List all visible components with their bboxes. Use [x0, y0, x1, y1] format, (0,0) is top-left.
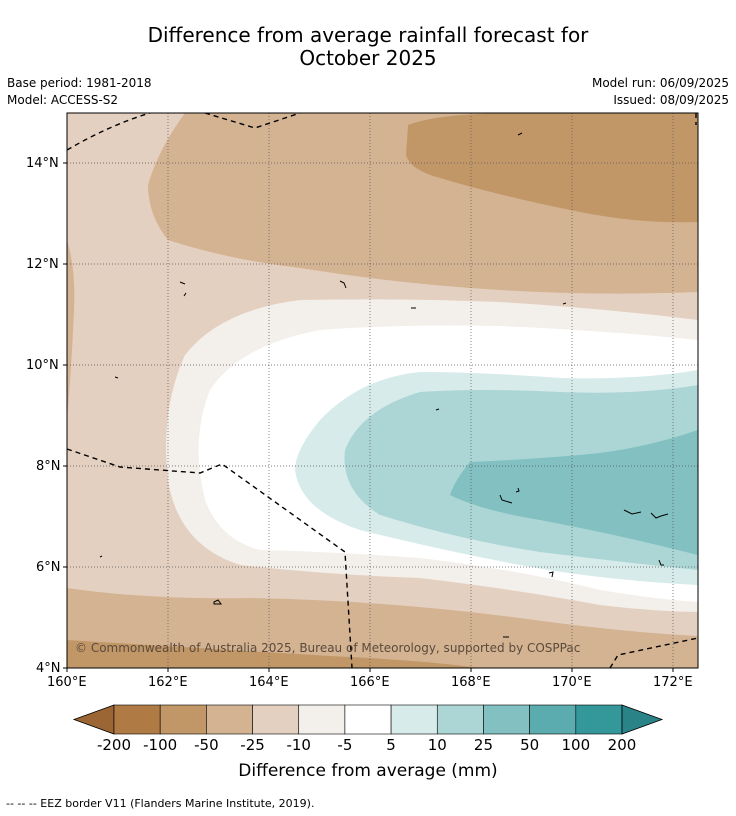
- contour-west-sliver: [67, 240, 75, 420]
- base-period: Base period: 1981-2018: [7, 76, 152, 90]
- issued-date: Issued: 08/09/2025: [613, 93, 729, 107]
- islands: [99, 132, 669, 638]
- lon-label-168e: 168°E: [451, 675, 491, 690]
- model-name: Model: ACCESS-S2: [7, 93, 119, 107]
- contour-south-dry: [67, 588, 698, 668]
- colorbar-segment: [529, 704, 577, 735]
- title-line-1: Difference from average rainfall forecas…: [147, 23, 589, 47]
- eez-border-n: [204, 113, 301, 129]
- lon-label-164e: 164°E: [249, 675, 289, 690]
- lon-label-172e: 172°E: [653, 675, 693, 690]
- copyright-text: © Commonwealth of Australia 2025, Bureau…: [75, 641, 581, 655]
- colorbar-tick-label: 50: [520, 736, 540, 754]
- colorbar-segment: [344, 704, 392, 735]
- contour-wet-strong: [450, 430, 698, 555]
- lat-label-8n: 8°N: [36, 459, 61, 474]
- colorbar-segment: [252, 704, 300, 735]
- eez-borders: [67, 113, 698, 668]
- colorbar-tick-label: 200: [607, 736, 637, 754]
- lon-label-166e: 166°E: [350, 675, 390, 690]
- eez-footer-note: -- -- -- EEZ border V11 (Flanders Marine…: [6, 797, 315, 810]
- title-line-2: October 2025: [299, 46, 437, 70]
- axis-ticks: [63, 162, 674, 672]
- colorbar-tick-label: 5: [386, 736, 396, 754]
- colorbar-segment: [390, 704, 438, 735]
- lat-label-10n: 10°N: [26, 358, 59, 373]
- lon-label-160e: 160°E: [47, 675, 87, 690]
- colorbar-tick-label: -10: [286, 736, 311, 754]
- colorbar-tick-label: -100: [143, 736, 178, 754]
- map-frame: [66, 112, 699, 669]
- colorbar-segment: [206, 704, 253, 735]
- colorbar-tick-label: 100: [561, 736, 591, 754]
- lat-label-4n: 4°N: [36, 661, 61, 676]
- lon-label-162e: 162°E: [148, 675, 188, 690]
- lon-label-170e: 170°E: [552, 675, 592, 690]
- eez-border-nw: [67, 113, 151, 151]
- map-contours: [67, 113, 698, 668]
- lat-label-6n: 6°N: [36, 560, 61, 575]
- lat-label-14n: 14°N: [26, 156, 59, 171]
- colorbar-arrow-right: [621, 704, 664, 735]
- colorbar-tick-label: -5: [337, 736, 353, 754]
- colorbar-segment: [113, 704, 161, 735]
- eez-border-central: [67, 448, 353, 668]
- contour-northeast-drier: [406, 113, 698, 223]
- colorbar-arrow-left: [72, 704, 115, 735]
- colorbar-tick-label: -200: [96, 736, 132, 754]
- gridlines: [67, 113, 698, 668]
- lat-label-12n: 12°N: [26, 257, 59, 272]
- model-run: Model run: 06/09/2025: [591, 76, 729, 90]
- colorbar-segment: [298, 704, 346, 735]
- colorbar: [72, 704, 664, 735]
- colorbar-tick-label: -25: [240, 736, 265, 754]
- contour-south-drier: [67, 640, 480, 668]
- colorbar-tick-label: 10: [427, 736, 447, 754]
- colorbar-segment: [159, 704, 207, 735]
- colorbar-segment: [436, 704, 484, 735]
- colorbar-label: Difference from average (mm): [238, 761, 498, 781]
- colorbar-tick-label: 25: [473, 736, 493, 754]
- colorbar-tick-label: -50: [194, 736, 219, 754]
- colorbar-segment: [483, 704, 530, 735]
- colorbar-segment: [575, 704, 623, 735]
